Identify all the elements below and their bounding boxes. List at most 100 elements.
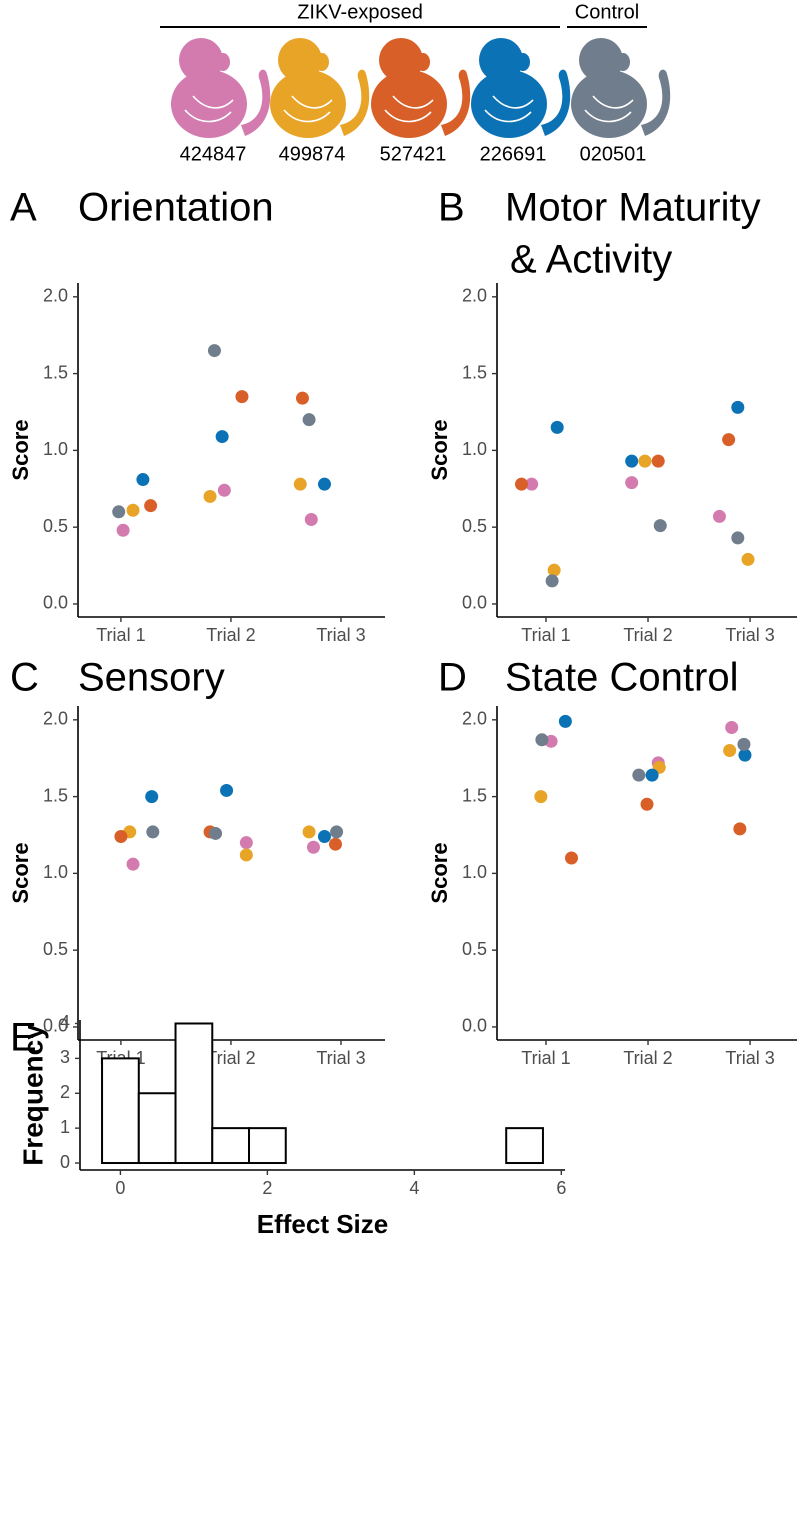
monkey-body <box>371 70 447 138</box>
y-axis-title: Frequency <box>17 1024 48 1166</box>
panel-letter: C <box>10 656 39 700</box>
data-point <box>114 830 128 844</box>
panel-title: State Control <box>505 656 738 700</box>
monkey-arm <box>192 95 234 109</box>
animal-id: 424847 <box>180 143 247 165</box>
monkey-arm <box>492 95 534 109</box>
y-axis-title: Score <box>8 419 33 480</box>
monkey-ear <box>216 53 230 71</box>
histogram-bar <box>211 1127 251 1165</box>
data-point <box>317 477 331 491</box>
monkey-head <box>579 38 623 82</box>
data-point <box>640 797 654 811</box>
data-point <box>239 848 253 862</box>
monkey-arm <box>291 95 333 109</box>
data-point <box>653 519 667 533</box>
data-point <box>722 433 736 447</box>
x-tick-label: 4 <box>409 1178 419 1198</box>
y-tick-label: 0.0 <box>462 593 487 613</box>
data-point <box>145 790 159 804</box>
x-tick-label: Trial 3 <box>725 1048 774 1068</box>
monkey-ear <box>315 53 329 71</box>
histogram-bar <box>248 1127 287 1165</box>
data-point <box>712 509 726 523</box>
group-label: Control <box>575 1 639 23</box>
monkey-arm <box>584 109 632 123</box>
animal-id: 527421 <box>380 143 447 165</box>
x-tick-label: 0 <box>115 1178 125 1198</box>
monkey-arm <box>392 95 434 109</box>
animal-icon: 527421 <box>371 38 471 165</box>
monkey-head <box>179 38 223 82</box>
panel-letter: B <box>438 186 465 230</box>
y-tick-label: 0.0 <box>43 1016 68 1036</box>
panel-letter: E <box>10 1016 37 1060</box>
data-point <box>737 737 751 751</box>
monkey-ear <box>616 53 630 71</box>
panel-letter: A <box>10 186 37 230</box>
y-tick-label: 1 <box>60 1117 70 1137</box>
y-tick-label: 2.0 <box>43 709 68 729</box>
y-tick-label: 3 <box>60 1047 70 1067</box>
y-tick-label: 2 <box>60 1082 70 1102</box>
panel-title: Orientation <box>78 186 274 230</box>
data-point <box>564 851 578 865</box>
panel-title: Motor Maturity <box>505 186 761 230</box>
data-point <box>235 390 249 404</box>
y-tick-label: 1.0 <box>462 439 487 459</box>
data-point <box>514 477 528 491</box>
data-point <box>534 790 548 804</box>
monkey-body <box>471 70 547 138</box>
data-point <box>328 837 342 851</box>
monkey-arm <box>384 109 432 123</box>
data-point <box>525 477 539 491</box>
data-point <box>741 552 755 566</box>
monkey-body <box>270 70 346 138</box>
data-point <box>209 826 223 840</box>
x-tick-label: Trial 2 <box>623 625 672 645</box>
data-point <box>126 503 140 517</box>
monkey-head <box>479 38 523 82</box>
data-point <box>645 768 659 782</box>
data-point <box>317 830 331 844</box>
y-axis-title: Score <box>427 419 452 480</box>
y-tick-label: 0.5 <box>462 516 487 536</box>
data-point <box>625 476 639 490</box>
y-tick-label: 0.5 <box>43 516 68 536</box>
data-point <box>731 400 745 414</box>
data-point <box>725 720 739 734</box>
monkey-body <box>171 70 247 138</box>
x-axis-title: Effect Size <box>257 1209 389 1239</box>
x-tick-label: Trial 1 <box>521 625 570 645</box>
animal-id: 499874 <box>279 143 346 165</box>
animal-icon: 499874 <box>270 38 370 165</box>
x-tick-label: Trial 2 <box>623 1048 672 1068</box>
y-tick-label: 1.5 <box>43 362 68 382</box>
y-tick-label: 1.0 <box>43 862 68 882</box>
group-label: ZIKV-exposed <box>297 1 423 23</box>
data-point <box>207 344 221 358</box>
histogram-bar <box>101 1057 140 1165</box>
y-tick-label: 4 <box>60 1012 70 1032</box>
y-tick-label: 1.0 <box>43 439 68 459</box>
animal-id: 020501 <box>580 143 647 165</box>
panel-letter: D <box>438 656 467 700</box>
x-tick-label: Trial 3 <box>316 625 365 645</box>
y-tick-label: 0.5 <box>43 939 68 959</box>
data-point <box>651 454 665 468</box>
data-point <box>733 822 747 836</box>
y-tick-label: 0 <box>60 1152 70 1172</box>
histogram-bar <box>137 1092 177 1165</box>
data-point <box>116 523 130 537</box>
monkey-tail <box>441 69 471 136</box>
data-point <box>112 505 126 519</box>
monkey-tail <box>641 69 671 136</box>
data-point <box>126 857 140 871</box>
histogram-bar <box>505 1127 544 1165</box>
data-point <box>535 733 549 747</box>
animal-icon: 424847 <box>171 38 271 165</box>
monkey-head <box>379 38 423 82</box>
data-point <box>220 783 234 797</box>
x-tick-label: Trial 2 <box>206 1048 255 1068</box>
